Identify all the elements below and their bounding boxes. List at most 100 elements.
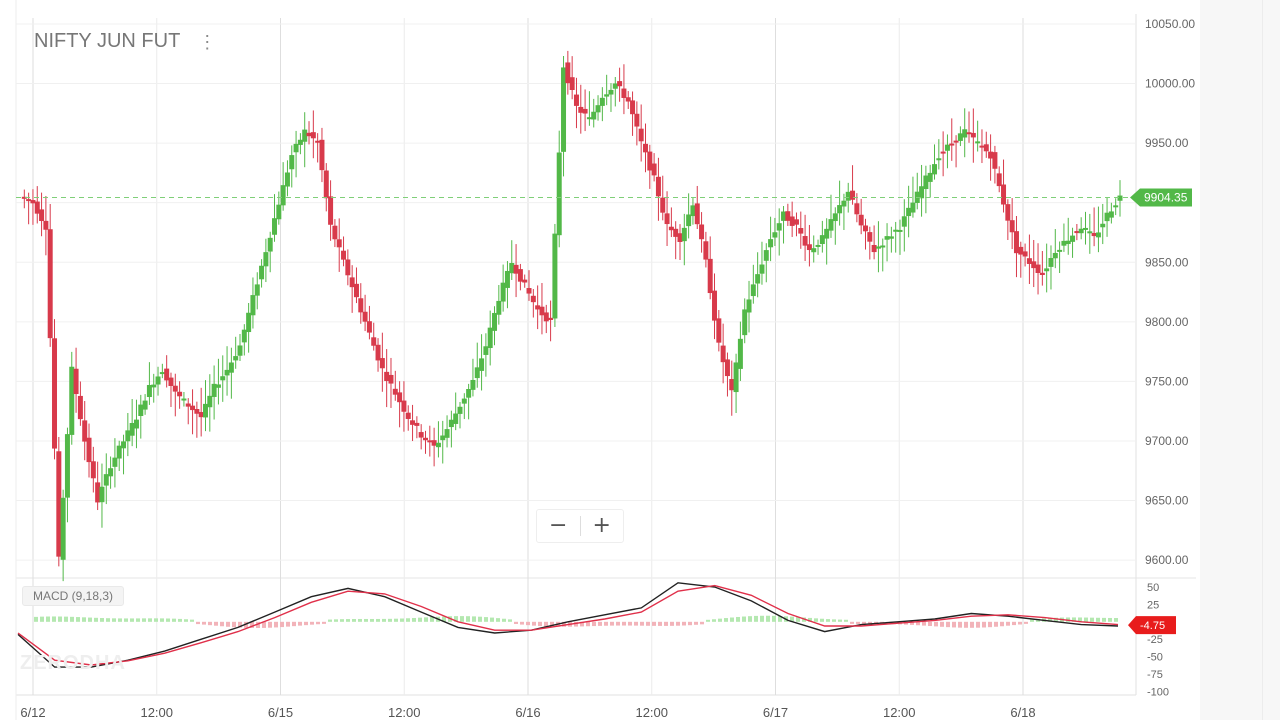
candle-body xyxy=(56,451,62,557)
candle-body xyxy=(1117,195,1123,201)
candle-body xyxy=(453,413,459,424)
candle-body xyxy=(880,245,886,248)
candle-body xyxy=(828,219,834,231)
candle-body xyxy=(263,252,269,267)
macd-histogram-bar xyxy=(382,618,386,622)
candle-body xyxy=(116,445,122,459)
price-tick-label: 10000.00 xyxy=(1145,77,1195,91)
time-tick-label: 12:00 xyxy=(388,705,421,720)
kebab-menu-icon[interactable]: ⋮ xyxy=(198,31,217,52)
macd-histogram-bar xyxy=(376,618,380,622)
candle-body xyxy=(690,205,696,217)
candle-body xyxy=(39,209,45,222)
candle-body xyxy=(90,461,96,479)
macd-histogram-bar xyxy=(916,621,920,626)
macd-histogram-bar xyxy=(358,618,362,622)
candle-body xyxy=(1035,264,1041,273)
price-tick-label: 9850.00 xyxy=(1145,255,1189,269)
candle-body xyxy=(392,388,398,395)
candle-body xyxy=(651,163,657,176)
candle-body xyxy=(923,175,929,190)
macd-histogram-bar xyxy=(796,617,800,622)
time-tick-label: 12:00 xyxy=(635,705,668,720)
macd-histogram-bar xyxy=(82,617,86,622)
macd-histogram-bar xyxy=(934,621,938,627)
candle-body xyxy=(768,239,774,248)
candle-body xyxy=(845,191,851,201)
macd-histogram-bar xyxy=(1000,621,1004,627)
macd-histogram-bar xyxy=(64,616,68,622)
time-tick-label: 6/12 xyxy=(20,705,45,720)
candle-body xyxy=(172,385,178,392)
candle-body xyxy=(1104,212,1110,222)
candle-body xyxy=(526,288,532,294)
candle-body xyxy=(513,264,519,274)
macd-histogram-bar xyxy=(808,617,812,622)
candle-body xyxy=(819,235,825,245)
macd-histogram-bar xyxy=(52,616,56,622)
candle-body xyxy=(957,133,963,141)
macd-histogram-bar xyxy=(370,618,374,622)
macd-histogram-bar xyxy=(1072,617,1076,622)
macd-histogram-bar xyxy=(928,621,932,627)
candle-body xyxy=(530,295,536,303)
macd-histogram-bar xyxy=(1096,617,1100,622)
zoom-in-button[interactable]: + xyxy=(592,513,611,538)
candle-body xyxy=(655,176,661,197)
macd-histogram-bar xyxy=(400,618,404,622)
macd-histogram-bar xyxy=(334,619,338,622)
macd-histogram-bar xyxy=(484,617,488,622)
macd-histogram-bar xyxy=(754,615,758,622)
candle-body xyxy=(1108,211,1114,218)
candle-body xyxy=(246,312,252,333)
macd-histogram-bar xyxy=(514,621,518,624)
macd-histogram-bar xyxy=(544,621,548,627)
macd-histogram-bar xyxy=(532,621,536,626)
macd-histogram-bar xyxy=(526,621,530,626)
macd-histogram-bar xyxy=(820,618,824,622)
macd-histogram-bar xyxy=(838,619,842,622)
macd-histogram-bar xyxy=(652,621,656,626)
candle-body xyxy=(1061,240,1067,246)
candle-body xyxy=(470,379,476,390)
candle-body xyxy=(1087,231,1093,234)
macd-histogram-bar xyxy=(952,621,956,628)
candle-body xyxy=(932,164,938,175)
candle-body xyxy=(837,205,843,214)
candle-body xyxy=(647,151,653,171)
macd-histogram-bar xyxy=(940,621,944,627)
candle-body xyxy=(517,269,523,282)
candle-body xyxy=(811,248,817,253)
candle-body xyxy=(259,265,265,280)
macd-histogram-bar xyxy=(970,621,974,628)
macd-histogram-bar xyxy=(724,618,728,622)
macd-histogram-bar xyxy=(778,616,782,622)
candle-body xyxy=(642,143,648,153)
candle-body xyxy=(927,172,933,182)
candle-body xyxy=(1082,227,1088,230)
macd-histogram-bar xyxy=(748,616,752,622)
macd-histogram-bar xyxy=(340,619,344,622)
macd-tick-label: 50 xyxy=(1147,582,1159,594)
candle-body xyxy=(1078,228,1084,234)
macd-histogram-bar xyxy=(622,621,626,626)
macd-histogram-bar xyxy=(856,621,860,624)
candle-body xyxy=(556,152,562,236)
candle-body xyxy=(233,356,239,361)
candle-body xyxy=(384,371,390,381)
macd-indicator-label[interactable]: MACD (9,18,3) xyxy=(22,586,125,606)
candle-body xyxy=(121,441,127,449)
candle-body xyxy=(988,151,994,159)
macd-histogram-bar xyxy=(58,616,62,622)
candle-body xyxy=(755,274,761,284)
macd-histogram-bar xyxy=(1030,619,1034,622)
candle-body xyxy=(893,229,899,232)
macd-histogram-bar xyxy=(190,619,194,622)
macd-histogram-bar xyxy=(910,621,914,625)
zoom-out-button[interactable]: − xyxy=(549,513,568,538)
candle-body xyxy=(673,228,679,237)
candle-body xyxy=(336,239,342,248)
candle-body xyxy=(328,196,334,225)
macd-histogram-bar xyxy=(304,621,308,626)
